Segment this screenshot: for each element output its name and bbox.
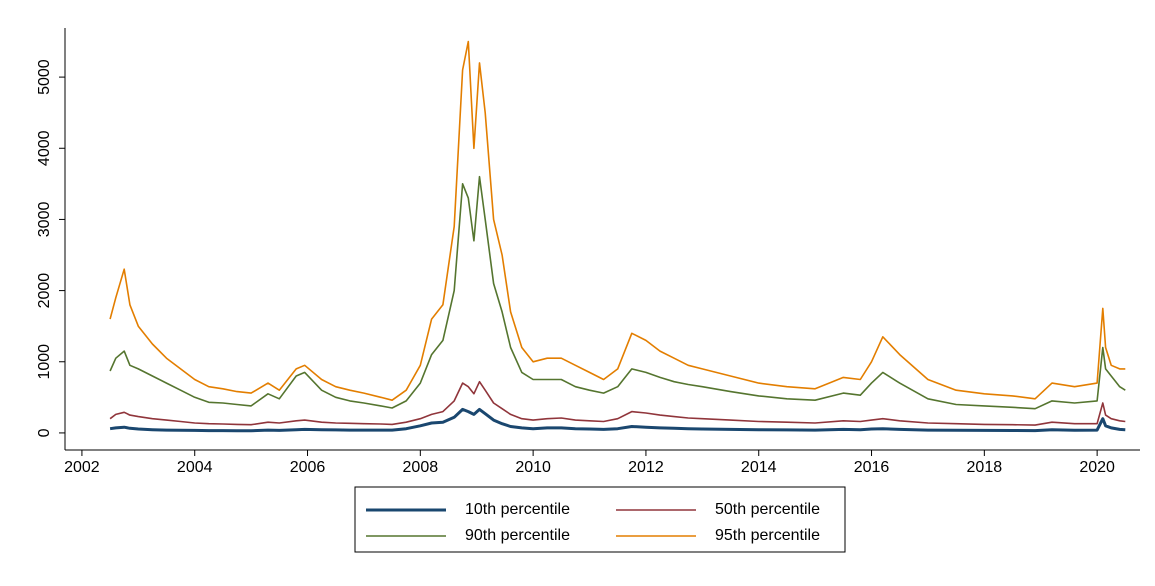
x-tick-label: 2016	[854, 459, 890, 476]
x-tick-label: 2008	[403, 459, 439, 476]
series-line	[109, 407, 1126, 433]
legend-label: 10th percentile	[465, 501, 570, 518]
x-tick-label: 2018	[967, 459, 1003, 476]
series-line	[109, 175, 1126, 410]
x-tick-label: 2010	[515, 459, 551, 476]
series-line	[109, 380, 1126, 426]
legend-label: 90th percentile	[465, 527, 570, 544]
legend-label: 50th percentile	[715, 501, 820, 518]
x-tick-label: 2006	[290, 459, 326, 476]
y-tick-label: 4000	[36, 130, 53, 166]
x-tick-label: 2020	[1079, 459, 1115, 476]
y-tick-label: 5000	[36, 59, 53, 95]
legend	[354, 486, 846, 553]
x-tick-label: 2004	[177, 459, 213, 476]
x-tick-label: 2014	[741, 459, 777, 476]
y-tick-label: 3000	[36, 202, 53, 238]
y-tick-label: 2000	[36, 273, 53, 309]
series-line	[109, 40, 1126, 402]
legend-label: 95th percentile	[715, 527, 820, 544]
y-tick-label: 0	[36, 428, 53, 437]
y-tick-label: 1000	[36, 344, 53, 380]
x-tick-label: 2002	[64, 459, 100, 476]
x-tick-label: 2012	[628, 459, 664, 476]
